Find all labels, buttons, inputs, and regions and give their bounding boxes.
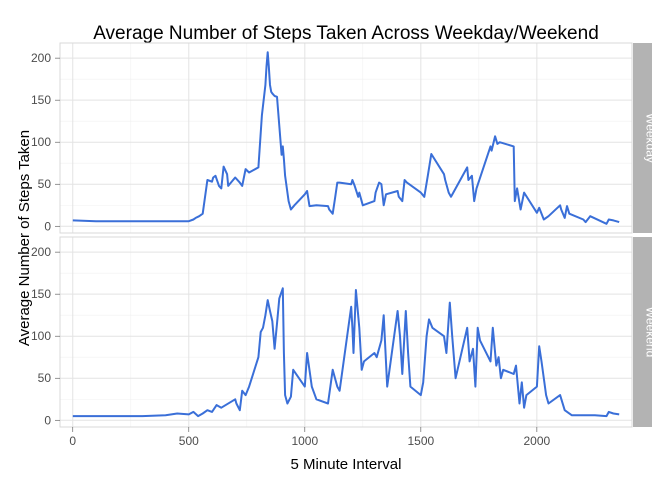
y-tick-label: 150 xyxy=(31,287,51,301)
x-tick-label: 1500 xyxy=(407,434,434,448)
x-axis-title: 5 Minute Interval xyxy=(291,456,402,473)
series-line-weekend xyxy=(72,287,620,418)
x-tick-label: 2000 xyxy=(524,434,551,448)
y-tick-label: 0 xyxy=(44,413,51,427)
y-axis-title: Average Number of Steps Taken xyxy=(16,130,33,346)
x-tick-label: 0 xyxy=(69,434,76,448)
facet-panel-weekday: 0 50 100 150 200 Weekday xyxy=(31,42,658,234)
facet-strip-label: Weekday xyxy=(644,113,658,163)
y-tick-label: 50 xyxy=(38,371,52,385)
y-tick-label: 0 xyxy=(44,219,51,233)
series-line-weekday xyxy=(72,51,620,225)
chart-title: Average Number of Steps Taken Across Wee… xyxy=(93,23,599,44)
x-tick-label: 500 xyxy=(179,434,199,448)
panel-border xyxy=(59,42,633,234)
panel-border xyxy=(59,236,633,428)
y-tick-label: 50 xyxy=(38,177,52,191)
y-tick-label: 200 xyxy=(31,51,51,65)
facet-strip-label: Weekend xyxy=(644,307,658,357)
facet-panels: 0 50 100 150 200 Weekday 0 50 100 150 200 Weekend 0 5… xyxy=(31,42,658,448)
y-tick-label: 100 xyxy=(31,329,51,343)
facet-strip xyxy=(633,237,652,427)
x-tick-label: 1000 xyxy=(291,434,318,448)
facet-strip xyxy=(633,43,652,233)
y-tick-label: 100 xyxy=(31,135,51,149)
y-tick-label: 200 xyxy=(31,245,51,259)
y-tick-label: 150 xyxy=(31,93,51,107)
facet-panel-weekend: 0 50 100 150 200 Weekend xyxy=(31,236,658,428)
